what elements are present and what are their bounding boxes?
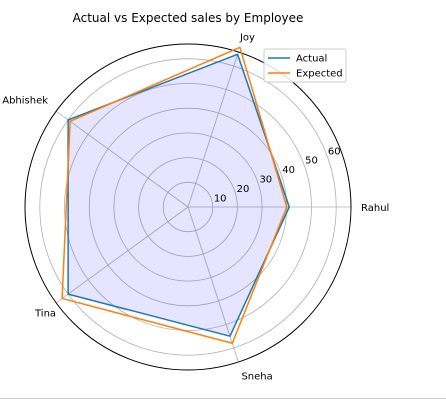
radial-tick-60: 60 xyxy=(328,146,341,157)
area-fill-actual xyxy=(68,54,289,336)
radial-tick-10: 10 xyxy=(214,194,227,205)
legend: Actual Expected xyxy=(264,49,346,82)
radial-tick-30: 30 xyxy=(259,175,272,186)
series-layer xyxy=(62,47,289,343)
chart-title: Actual vs Expected sales by Employee xyxy=(73,11,304,25)
legend-label-actual: Actual xyxy=(296,54,327,65)
radial-tick-50: 50 xyxy=(305,156,318,167)
category-label-sneha: Sneha xyxy=(241,372,272,383)
radial-tick-20: 20 xyxy=(237,184,250,195)
radial-tick-40: 40 xyxy=(282,165,295,176)
category-label-rahul: Rahul xyxy=(361,203,389,214)
category-label-joy: Joy xyxy=(239,32,255,43)
category-label-tina: Tina xyxy=(34,309,56,320)
category-label-abhishek: Abhishek xyxy=(2,95,48,106)
bottom-divider xyxy=(0,398,446,399)
legend-label-expected: Expected xyxy=(296,69,343,80)
